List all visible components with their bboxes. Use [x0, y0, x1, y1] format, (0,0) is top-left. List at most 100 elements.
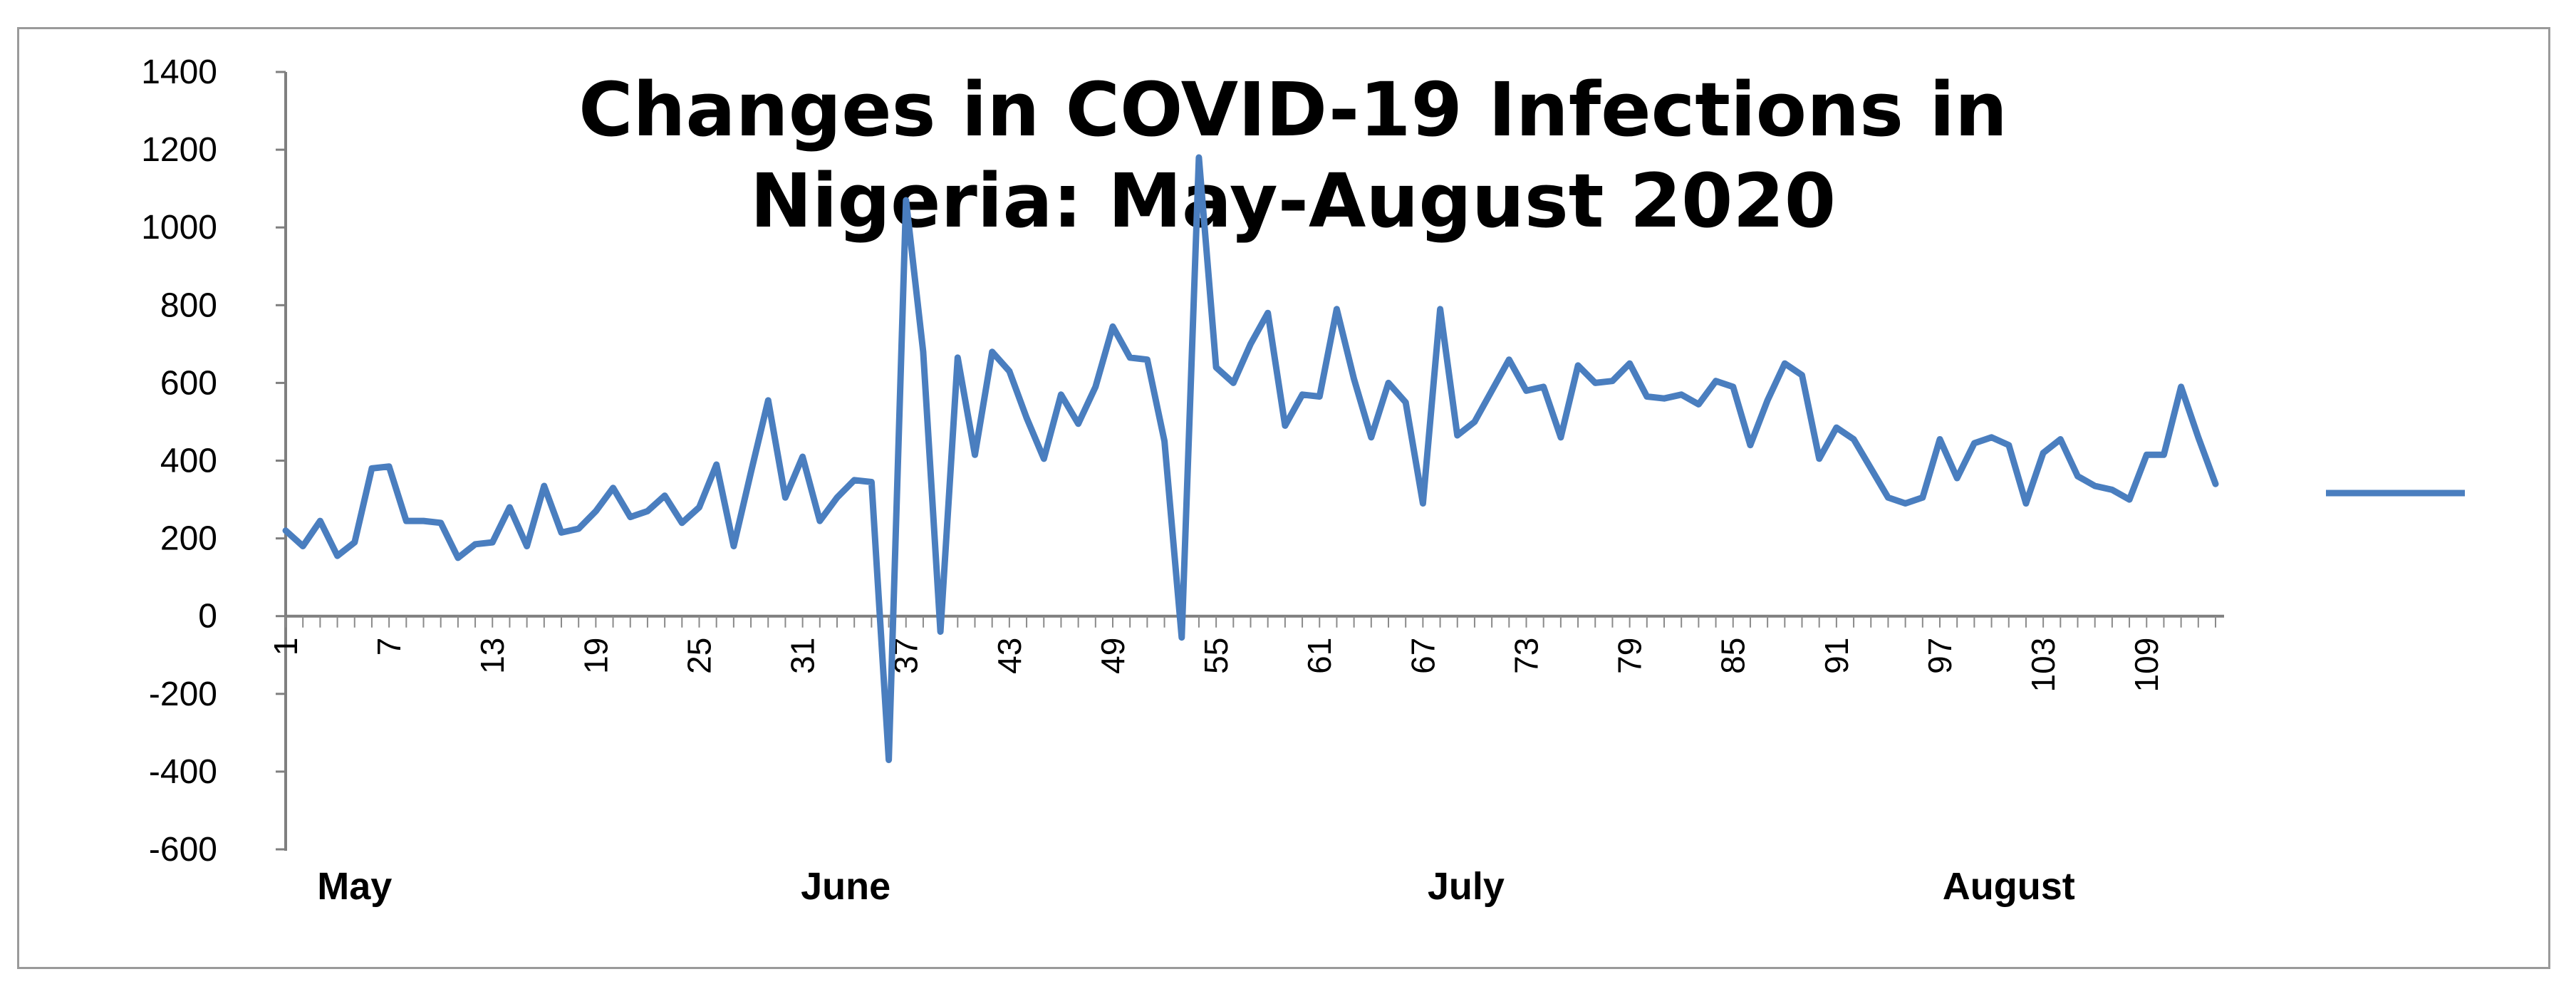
data-point [2161, 452, 2166, 457]
data-point [404, 519, 408, 523]
data-point [370, 466, 374, 470]
data-point [1662, 396, 1666, 400]
x-tick-label: 31 [784, 638, 821, 674]
x-tick-label: 103 [2025, 638, 2062, 693]
data-point [1748, 443, 1752, 447]
data-point [869, 480, 873, 485]
data-point [852, 478, 856, 482]
y-tick-label: -600 [149, 831, 217, 869]
data-point [1972, 441, 1976, 445]
x-tick-label: 13 [474, 638, 511, 674]
data-point [1369, 435, 1373, 440]
month-label: June [801, 865, 890, 908]
data-point [1317, 395, 1321, 399]
data-point [2196, 435, 2201, 440]
data-point [1386, 380, 1391, 385]
data-point [439, 521, 443, 525]
data-point [1904, 502, 1908, 506]
data-point [1852, 437, 1856, 442]
data-point [680, 521, 684, 525]
data-point [1421, 502, 1425, 506]
data-point [1800, 373, 1804, 378]
data-point [1024, 416, 1029, 420]
data-point [1645, 395, 1649, 399]
x-tick-label: 55 [1198, 638, 1235, 674]
data-point [1438, 307, 1443, 311]
data-point [1042, 457, 1046, 461]
data-point [1473, 420, 1477, 424]
data-point [1628, 361, 1632, 366]
data-point [1765, 398, 1770, 403]
data-point [783, 495, 787, 499]
y-tick-label: 0 [198, 598, 217, 636]
data-point [1455, 433, 1460, 437]
data-point [387, 465, 391, 469]
data-point [1266, 311, 1270, 315]
x-tick-label: 25 [681, 638, 718, 674]
data-point [1679, 393, 1683, 397]
data-point [1696, 402, 1700, 406]
data-point [1782, 361, 1787, 366]
y-tick-label: 600 [160, 364, 217, 402]
data-point [576, 527, 581, 531]
data-point [1180, 636, 1184, 640]
x-tick-label: 61 [1301, 638, 1338, 674]
data-point [559, 530, 564, 534]
data-point [1525, 388, 1529, 393]
data-point [1249, 342, 1253, 346]
data-point [887, 758, 891, 762]
month-label: August [1943, 865, 2075, 908]
y-tick-label: -400 [149, 753, 217, 791]
chart-title-line-2: Nigeria: May-August 2020 [750, 157, 1836, 244]
data-point [663, 494, 667, 498]
data-point [490, 540, 494, 544]
x-tick-label: 67 [1404, 638, 1441, 674]
data-point [1007, 369, 1012, 373]
y-tick-label: 1400 [141, 53, 217, 91]
data-point [611, 486, 616, 490]
data-point [2024, 502, 2028, 506]
data-point [2007, 443, 2011, 447]
x-tick-label: 91 [1818, 638, 1855, 674]
data-point [1955, 476, 1959, 480]
data-point [2110, 487, 2114, 492]
data-point [525, 544, 529, 549]
data-point [1576, 363, 1580, 368]
x-tick-label: 7 [370, 638, 407, 656]
data-point [456, 556, 460, 560]
data-point [1283, 423, 1287, 428]
data-point [1938, 437, 1942, 442]
data-point [2213, 482, 2218, 486]
data-point [1921, 495, 1925, 499]
data-point [542, 484, 546, 488]
data-point [1869, 466, 1873, 470]
x-tick-label: 85 [1715, 638, 1752, 674]
data-point [336, 554, 340, 558]
data-point [1731, 385, 1735, 389]
data-point [1990, 435, 1994, 440]
data-point [1610, 379, 1614, 383]
y-tick-label: 800 [160, 286, 217, 324]
data-point [1111, 324, 1115, 328]
data-point [593, 509, 598, 513]
chart-title-line-1: Changes in COVID-19 Infections in [578, 66, 2008, 153]
data-point [1490, 388, 1494, 393]
data-point [973, 452, 977, 457]
data-point [1559, 435, 1563, 440]
data-point [990, 350, 994, 354]
data-point [473, 542, 477, 547]
data-point [1059, 393, 1063, 397]
data-point [1076, 422, 1081, 426]
data-point [955, 356, 960, 360]
data-point [645, 509, 650, 513]
x-tick-label: 97 [1921, 638, 1958, 674]
x-tick-label: 79 [1611, 638, 1648, 674]
data-point [1214, 366, 1218, 370]
data-point [284, 529, 288, 533]
data-point [938, 630, 942, 634]
data-point [818, 519, 822, 523]
data-point [2127, 497, 2131, 502]
data-point [1197, 155, 1201, 160]
data-point [1834, 425, 1839, 430]
